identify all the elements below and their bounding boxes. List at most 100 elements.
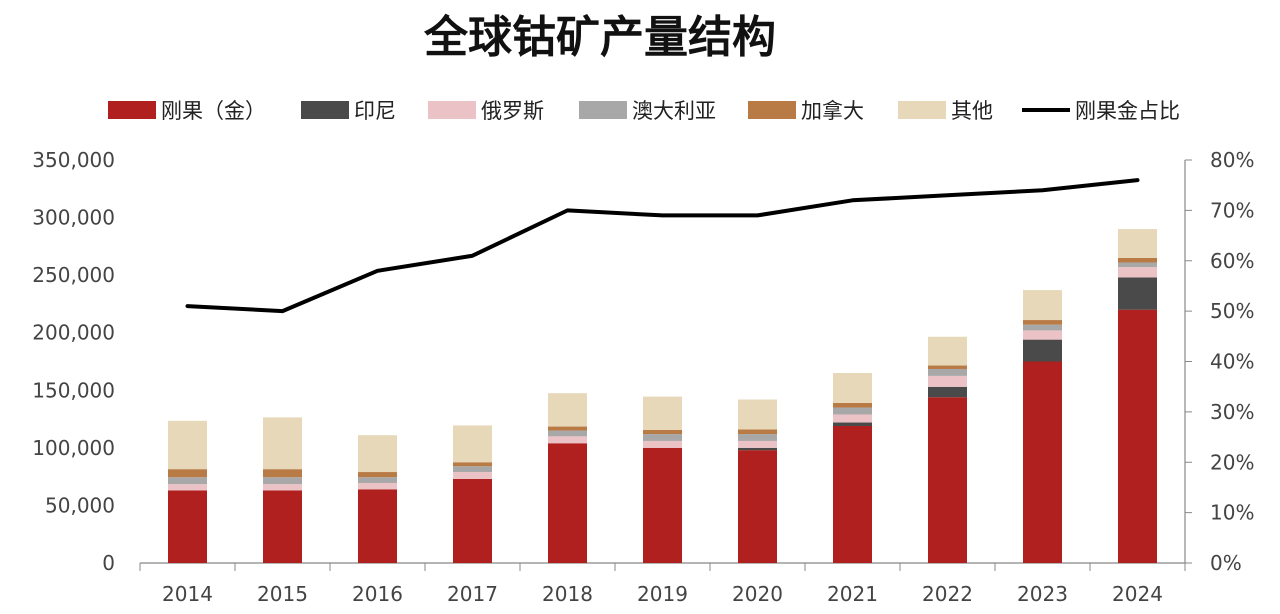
y-tick-label: 150,000: [32, 378, 115, 402]
bar-segment: [928, 397, 967, 563]
bar-segment: [1118, 309, 1157, 563]
bar-segment: [738, 434, 777, 441]
legend-label: 加拿大: [801, 99, 864, 123]
bar-segment: [833, 414, 872, 423]
bar-segment: [358, 472, 397, 478]
bar-segment: [358, 435, 397, 473]
y-tick-label: 300,000: [32, 206, 115, 230]
bar-segment: [1023, 324, 1062, 331]
bar-segment: [1023, 320, 1062, 325]
bar-segment: [1118, 229, 1157, 258]
bar-segment: [453, 466, 492, 473]
bar-segment: [643, 447, 682, 563]
bar-segment: [643, 440, 682, 448]
y-tick-label: 50,000: [45, 493, 115, 517]
bar-segment: [738, 440, 777, 448]
bar-segment: [1023, 361, 1062, 563]
bar-segment: [738, 399, 777, 430]
bar-segment: [833, 422, 872, 426]
bar-segment: [168, 490, 207, 563]
legend-label: 印尼: [354, 99, 396, 123]
bar-segment: [263, 417, 302, 470]
x-tick-label: 2020: [732, 582, 783, 606]
legend: 刚果（金） 印尼 俄罗斯 澳大利亚 加拿大 其他 刚果金占比: [108, 99, 1180, 123]
legend-label: 俄罗斯: [481, 99, 544, 123]
bar-segment: [263, 490, 302, 563]
y-tick-label: 250,000: [32, 263, 115, 287]
bar-segment: [453, 462, 492, 467]
y2-tick-label: 70%: [1210, 198, 1254, 222]
y-tick-label: 350,000: [32, 148, 115, 172]
bar-segment: [928, 336, 967, 366]
x-tick-label: 2022: [922, 582, 973, 606]
bar-segment: [738, 450, 777, 563]
legend-swatch: [748, 101, 796, 119]
bars: [168, 229, 1157, 563]
bar-segment: [453, 472, 492, 479]
x-tick-label: 2014: [162, 582, 213, 606]
line-series: [185, 178, 1140, 314]
bar-segment: [928, 386, 967, 398]
legend-label: 刚果金占比: [1075, 99, 1180, 123]
x-tick-label: 2021: [827, 582, 878, 606]
x-tick-label: 2018: [542, 582, 593, 606]
bar-segment: [738, 429, 777, 435]
bar-segment: [548, 426, 587, 431]
y2-tick-label: 80%: [1210, 148, 1254, 172]
bar-segment: [358, 477, 397, 483]
y2-tick-label: 60%: [1210, 249, 1254, 273]
legend-swatch: [898, 101, 946, 119]
bar-segment: [548, 443, 587, 563]
y2-tick-label: 20%: [1210, 450, 1254, 474]
bar-segment: [833, 373, 872, 403]
bar-segment: [358, 489, 397, 563]
bar-segment: [263, 469, 302, 478]
bar-segment: [833, 425, 872, 563]
bar-segment: [548, 430, 587, 437]
bar-segment: [833, 407, 872, 415]
chart-title: 全球钴矿产量结构: [423, 12, 776, 63]
bar-segment: [928, 365, 967, 369]
x-tick-label: 2023: [1017, 582, 1068, 606]
bar-segment: [263, 477, 302, 485]
bar-segment: [643, 396, 682, 431]
axes: 0 50,000 100,000 150,000 200,000 250,000 300,0…: [32, 148, 1254, 606]
bar-segment: [263, 484, 302, 491]
bar-segment: [358, 482, 397, 490]
bar-segment: [1118, 277, 1157, 310]
bar-segment: [833, 402, 872, 408]
bar-segment: [453, 478, 492, 563]
x-tick-label: 2024: [1112, 582, 1163, 606]
bar-segment: [738, 447, 777, 451]
bar-segment: [168, 469, 207, 478]
legend-swatch: [108, 101, 156, 119]
bar-segment: [548, 436, 587, 444]
y-tick-label: 0: [102, 551, 115, 575]
y-tick-label: 100,000: [32, 436, 115, 460]
y2-tick-label: 50%: [1210, 299, 1254, 323]
x-tick-label: 2015: [257, 582, 308, 606]
legend-label: 澳大利亚: [632, 99, 716, 123]
legend-swatch: [579, 101, 627, 119]
bar-segment: [168, 484, 207, 491]
bar-segment: [643, 434, 682, 441]
y2-tick-label: 30%: [1210, 400, 1254, 424]
y2-tick-label: 10%: [1210, 501, 1254, 525]
share-line: [185, 178, 1140, 314]
bar-segment: [1118, 267, 1157, 278]
y-tick-label: 200,000: [32, 321, 115, 345]
legend-swatch: [301, 101, 349, 119]
bar-segment: [928, 368, 967, 376]
y2-tick-label: 40%: [1210, 350, 1254, 374]
bar-segment: [168, 477, 207, 485]
x-tick-label: 2017: [447, 582, 498, 606]
bar-segment: [1023, 290, 1062, 321]
bar-segment: [1023, 330, 1062, 340]
x-tick-label: 2016: [352, 582, 403, 606]
y2-tick-label: 0%: [1210, 551, 1242, 575]
bar-segment: [548, 393, 587, 427]
x-tick-label: 2019: [637, 582, 688, 606]
bar-segment: [643, 430, 682, 435]
bar-segment: [1118, 262, 1157, 268]
